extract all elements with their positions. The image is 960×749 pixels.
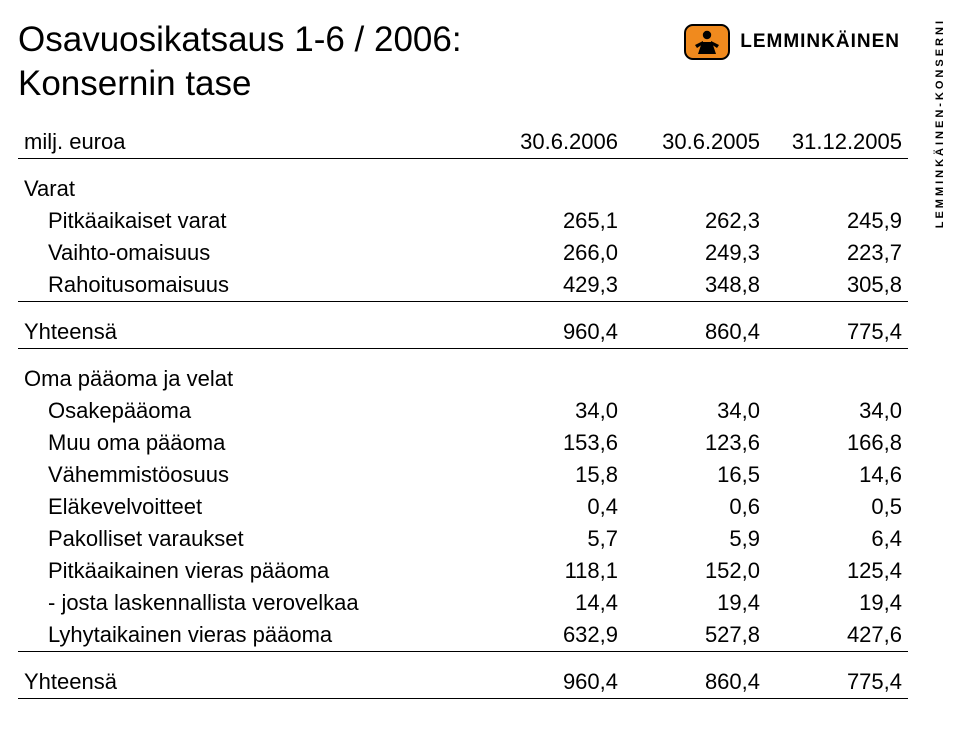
cell: 153,6 bbox=[482, 427, 624, 459]
page-title: Osavuosikatsaus 1-6 / 2006: Konsernin ta… bbox=[18, 18, 578, 106]
header-col-1: 30.6.2006 bbox=[482, 126, 624, 159]
cell: 34,0 bbox=[624, 395, 766, 427]
lemminkainen-icon bbox=[684, 24, 730, 60]
total-label: Yhteensä bbox=[18, 316, 482, 349]
table-row: Muu oma pääoma 153,6 123,6 166,8 bbox=[18, 427, 908, 459]
row-label: Rahoitusomaisuus bbox=[18, 269, 482, 302]
cell: 249,3 bbox=[624, 237, 766, 269]
row-label: Pakolliset varaukset bbox=[18, 523, 482, 555]
cell: 632,9 bbox=[482, 619, 624, 652]
cell: 960,4 bbox=[482, 666, 624, 699]
table-header-row: milj. euroa 30.6.2006 30.6.2005 31.12.20… bbox=[18, 126, 908, 159]
table-row: Osakepääoma 34,0 34,0 34,0 bbox=[18, 395, 908, 427]
slide: Osavuosikatsaus 1-6 / 2006: Konsernin ta… bbox=[0, 0, 960, 749]
row-label: Pitkäaikainen vieras pääoma bbox=[18, 555, 482, 587]
cell: 118,1 bbox=[482, 555, 624, 587]
cell: 266,0 bbox=[482, 237, 624, 269]
cell: 34,0 bbox=[482, 395, 624, 427]
cell: 19,4 bbox=[624, 587, 766, 619]
table-row: Rahoitusomaisuus 429,3 348,8 305,8 bbox=[18, 269, 908, 302]
cell: 245,9 bbox=[766, 205, 908, 237]
cell: 0,6 bbox=[624, 491, 766, 523]
cell: 0,5 bbox=[766, 491, 908, 523]
header-col-2: 30.6.2005 bbox=[624, 126, 766, 159]
balance-sheet-table: milj. euroa 30.6.2006 30.6.2005 31.12.20… bbox=[18, 126, 908, 699]
equity-total-row: Yhteensä 960,4 860,4 775,4 bbox=[18, 666, 908, 699]
table-row: Eläkevelvoitteet 0,4 0,6 0,5 bbox=[18, 491, 908, 523]
cell: 860,4 bbox=[624, 316, 766, 349]
cell: 34,0 bbox=[766, 395, 908, 427]
header-label: milj. euroa bbox=[18, 126, 482, 159]
cell: 429,3 bbox=[482, 269, 624, 302]
equity-title-row: Oma pääoma ja velat bbox=[18, 363, 908, 395]
cell: 19,4 bbox=[766, 587, 908, 619]
cell: 125,4 bbox=[766, 555, 908, 587]
cell: 16,5 bbox=[624, 459, 766, 491]
cell: 775,4 bbox=[766, 666, 908, 699]
title-line-2: Konsernin tase bbox=[18, 64, 251, 103]
cell: 5,7 bbox=[482, 523, 624, 555]
cell: 348,8 bbox=[624, 269, 766, 302]
row-label: Vaihto-omaisuus bbox=[18, 237, 482, 269]
brand-logo: LEMMINKÄINEN bbox=[684, 24, 900, 60]
table-row: Pitkäaikaiset varat 265,1 262,3 245,9 bbox=[18, 205, 908, 237]
header-col-3: 31.12.2005 bbox=[766, 126, 908, 159]
table-row: Pakolliset varaukset 5,7 5,9 6,4 bbox=[18, 523, 908, 555]
row-label: Osakepääoma bbox=[18, 395, 482, 427]
row-label: Muu oma pääoma bbox=[18, 427, 482, 459]
cell: 527,8 bbox=[624, 619, 766, 652]
row-label: Vähemmistöosuus bbox=[18, 459, 482, 491]
cell: 14,4 bbox=[482, 587, 624, 619]
cell: 860,4 bbox=[624, 666, 766, 699]
assets-title-row: Varat bbox=[18, 173, 908, 205]
cell: 262,3 bbox=[624, 205, 766, 237]
table-row: Pitkäaikainen vieras pääoma 118,1 152,0 … bbox=[18, 555, 908, 587]
total-label: Yhteensä bbox=[18, 666, 482, 699]
equity-title: Oma pääoma ja velat bbox=[18, 363, 482, 395]
cell: 265,1 bbox=[482, 205, 624, 237]
row-label: - josta laskennallista verovelkaa bbox=[18, 587, 482, 619]
row-label: Pitkäaikaiset varat bbox=[18, 205, 482, 237]
cell: 0,4 bbox=[482, 491, 624, 523]
cell: 427,6 bbox=[766, 619, 908, 652]
cell: 6,4 bbox=[766, 523, 908, 555]
assets-total-row: Yhteensä 960,4 860,4 775,4 bbox=[18, 316, 908, 349]
row-label: Lyhytaikainen vieras pääoma bbox=[18, 619, 482, 652]
cell: 14,6 bbox=[766, 459, 908, 491]
table-row: Vaihto-omaisuus 266,0 249,3 223,7 bbox=[18, 237, 908, 269]
cell: 960,4 bbox=[482, 316, 624, 349]
sidebar-brand-text: LEMMINKÄINEN-KONSERNI bbox=[934, 18, 946, 228]
cell: 15,8 bbox=[482, 459, 624, 491]
title-line-1: Osavuosikatsaus 1-6 / 2006: bbox=[18, 20, 462, 59]
row-label: Eläkevelvoitteet bbox=[18, 491, 482, 523]
cell: 5,9 bbox=[624, 523, 766, 555]
cell: 305,8 bbox=[766, 269, 908, 302]
cell: 152,0 bbox=[624, 555, 766, 587]
cell: 166,8 bbox=[766, 427, 908, 459]
cell: 223,7 bbox=[766, 237, 908, 269]
table-row: Vähemmistöosuus 15,8 16,5 14,6 bbox=[18, 459, 908, 491]
table-row: - josta laskennallista verovelkaa 14,4 1… bbox=[18, 587, 908, 619]
table-row: Lyhytaikainen vieras pääoma 632,9 527,8 … bbox=[18, 619, 908, 652]
brand-name: LEMMINKÄINEN bbox=[740, 31, 900, 53]
cell: 123,6 bbox=[624, 427, 766, 459]
cell: 775,4 bbox=[766, 316, 908, 349]
assets-title: Varat bbox=[18, 173, 482, 205]
